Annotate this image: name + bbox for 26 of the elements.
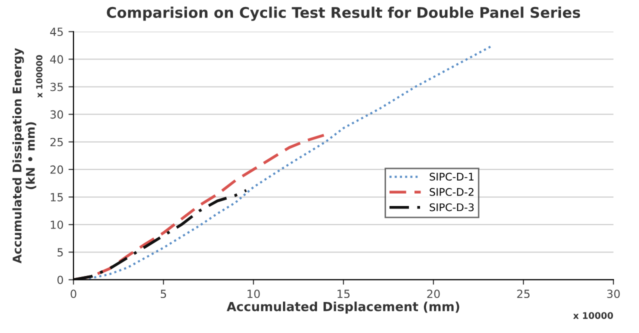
y-tick-label: 20 xyxy=(50,165,64,174)
line-series xyxy=(73,189,248,280)
y-tick-label: 40 xyxy=(50,55,64,64)
legend-label: SIPC-D-2 xyxy=(430,188,474,196)
y-tick-label: 10 xyxy=(50,220,64,229)
text: x 10000 xyxy=(573,312,614,319)
x-tick-label: 25 xyxy=(517,290,530,298)
chart-title: Comparision on Cyclic Test Result for Double Panel Series xyxy=(106,6,580,21)
y-axis-title: Accumulated Dissipation Energy (kN • mm) xyxy=(12,48,36,264)
legend-label: SIPC-D-1 xyxy=(430,172,474,181)
x-axis-title: Accumulated Displacement (mm) xyxy=(226,302,460,314)
y-tick-label: 25 xyxy=(50,138,63,146)
y-tick-label: 30 xyxy=(50,110,64,119)
y-tick-label: 5 xyxy=(58,248,63,257)
y-tick-label: 35 xyxy=(50,82,63,92)
y-tick-label: 45 xyxy=(50,28,63,36)
x-tick-label: 30 xyxy=(607,290,620,298)
x-tick-label: 5 xyxy=(160,290,166,298)
x-tick-label: 15 xyxy=(338,290,350,298)
y-tick-label: 15 xyxy=(50,193,63,202)
x-tick-label: 20 xyxy=(427,290,440,298)
x-tick-label: 10 xyxy=(248,290,260,298)
x-tick-label: 0 xyxy=(70,290,76,298)
legend-label: SIPC-D-3 xyxy=(430,203,474,212)
text: x 100000 xyxy=(36,55,42,98)
y-tick-label: 0 xyxy=(57,276,64,284)
